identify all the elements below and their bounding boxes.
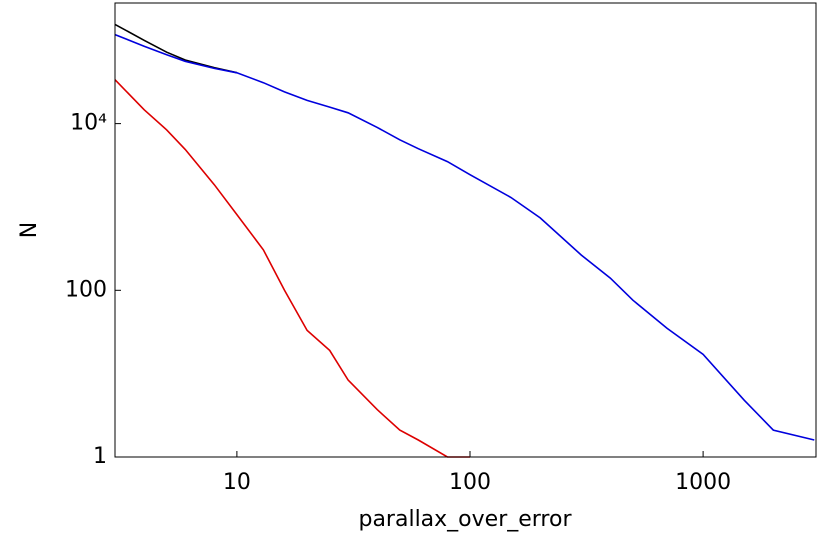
x-tick-label: 1000 [675, 470, 731, 495]
x-axis-label: parallax_over_error [358, 507, 572, 532]
data-line [114, 23, 238, 74]
y-tick-label: 100 [65, 277, 107, 302]
data-line [114, 33, 815, 441]
y-tick-label: 1 [93, 444, 107, 469]
y-tick-label: 10⁴ [70, 111, 107, 136]
x-tick-label: 10 [223, 470, 251, 495]
x-tick-label: 100 [449, 470, 491, 495]
plot-frame [114, 2, 817, 458]
data-line [114, 79, 470, 458]
y-axis-label: N [17, 222, 42, 238]
